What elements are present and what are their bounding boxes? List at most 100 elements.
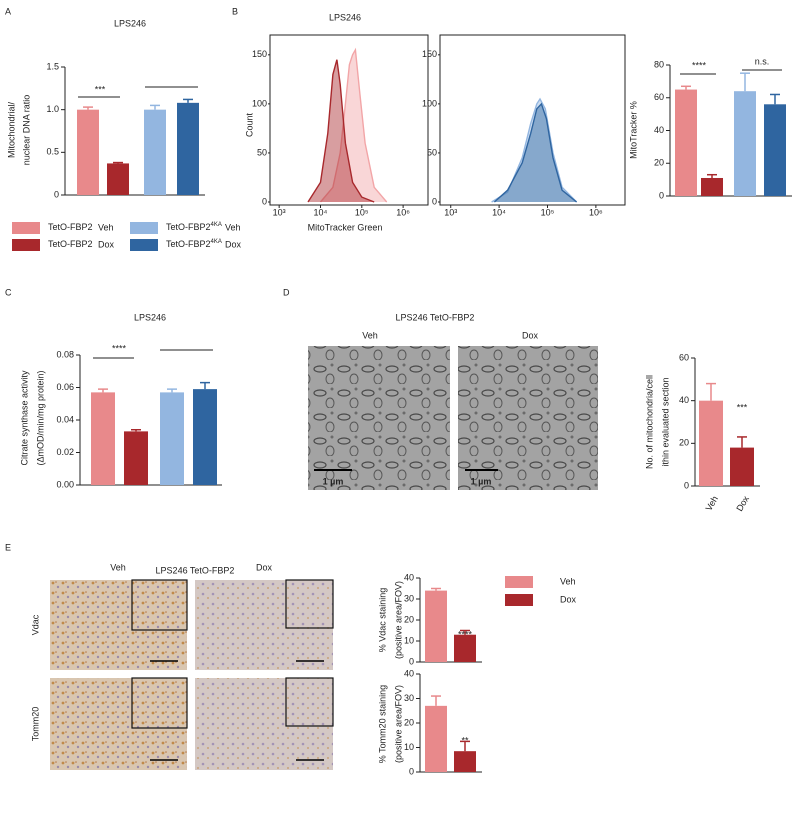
y-axis-label: % Tomm20 staining: [377, 685, 387, 763]
inset: [285, 677, 334, 727]
legend-label: Dox: [560, 594, 577, 604]
panel-letter: B: [232, 6, 238, 16]
x-tick-label: 10⁵: [541, 207, 555, 217]
bar: [177, 102, 199, 195]
x-axis-label: MitoTracker Green: [308, 222, 383, 232]
y-tick-label: 40: [404, 668, 414, 678]
legend-swatch: [130, 239, 158, 251]
y-tick-label: 20: [404, 717, 414, 727]
y-tick-label: 100: [422, 98, 437, 108]
legend-swatch: [130, 222, 158, 234]
panel-letter: E: [5, 542, 11, 552]
legend-label: TetO-FBP24KA: [166, 222, 222, 233]
y-tick-label: 60: [679, 352, 689, 362]
y-axis-label: Count: [244, 113, 254, 138]
bar: [701, 177, 723, 196]
y-tick-label: 150: [252, 49, 267, 59]
scale-label: 1 µm: [323, 476, 344, 486]
plot-frame: [439, 34, 626, 206]
panel-letter: C: [5, 287, 12, 297]
y-tick-label: 100: [252, 98, 267, 108]
x-tick-label: 10⁵: [355, 207, 369, 217]
legend-superscript: 4KA: [211, 222, 222, 228]
bar: [699, 400, 723, 486]
ihc-image: [195, 678, 333, 770]
y-axis-label: % Vdac staining: [377, 588, 387, 653]
y-tick-label: 0: [54, 189, 59, 199]
histogram-area: [491, 97, 578, 203]
x-tick-label: 10⁶: [396, 207, 410, 217]
significance: n.s.: [755, 56, 770, 66]
y-tick-label: 0: [409, 766, 414, 776]
legend-condition: Veh: [98, 222, 114, 232]
y-tick-label: 0.04: [56, 414, 74, 424]
bar: [77, 109, 99, 195]
significance: ***: [95, 84, 106, 94]
bar: [107, 163, 129, 195]
legend-name: TetO-FBP2: [48, 222, 93, 232]
legend-condition: Veh: [225, 222, 241, 232]
legend-superscript: 4KA: [211, 239, 222, 245]
legend-swatch: [12, 222, 40, 234]
y-tick-label: 30: [404, 693, 414, 703]
chart-title: LPS246: [329, 12, 361, 22]
y-tick-label: 10: [404, 635, 414, 645]
y-tick-label: 1.0: [46, 104, 59, 114]
y-tick-label: 40: [679, 395, 689, 405]
x-tick-label: 10⁴: [492, 207, 506, 217]
y-tick-label: 80: [654, 59, 664, 69]
bar: [425, 705, 447, 772]
histogram-area: [319, 47, 388, 203]
y-tick-label: 0.02: [56, 447, 74, 457]
legend-label: TetO-FBP24KA: [166, 239, 222, 250]
bar: [675, 89, 697, 196]
y-tick-label: 20: [679, 438, 689, 448]
row-label: Vdac: [30, 614, 40, 635]
legend-name: TetO-FBP2: [48, 239, 93, 249]
y-axis-label: (ΔmOD/min/mg protein): [35, 370, 45, 465]
x-tick-label: 10⁴: [314, 207, 328, 217]
y-tick-label: 0: [262, 196, 267, 206]
chart-title: LPS246: [134, 312, 166, 322]
significance: ****: [112, 343, 127, 353]
inset: [131, 677, 188, 729]
legend-label: Veh: [560, 576, 576, 586]
ihc-image: [50, 678, 187, 770]
bar: [124, 431, 148, 485]
ihc-image: [195, 580, 333, 670]
y-axis-label: ithin evaluated section: [660, 377, 670, 466]
micrograph: [458, 346, 598, 490]
y-tick-label: 1.5: [46, 61, 59, 71]
y-tick-label: 150: [422, 49, 437, 59]
y-tick-label: 0: [684, 480, 689, 490]
significance: ****: [692, 60, 707, 70]
y-axis-label: nuclear DNA ratio: [21, 95, 31, 166]
y-tick-label: 0.00: [56, 479, 74, 489]
panel-letter: D: [283, 287, 290, 297]
inset: [285, 579, 334, 629]
bar: [764, 104, 786, 196]
histogram-area: [493, 102, 578, 203]
bar: [193, 389, 217, 485]
y-axis-label: No. of mitochondria/cell: [644, 375, 654, 469]
column-label: Veh: [110, 562, 126, 572]
scale-label: 1 µm: [471, 476, 492, 486]
x-tick-label: Dox: [734, 494, 751, 513]
legend-swatch: [505, 594, 533, 606]
bar: [734, 91, 756, 196]
y-tick-label: 40: [404, 572, 414, 582]
row-label: Tomm20: [30, 707, 40, 742]
y-tick-label: 20: [404, 614, 414, 624]
y-axis-label: Mitochondrial/: [6, 101, 16, 158]
y-tick-label: 10: [404, 742, 414, 752]
micrograph: [308, 346, 450, 490]
significance: **: [461, 735, 469, 745]
x-tick-label: 10⁶: [589, 207, 603, 217]
bar: [454, 751, 476, 772]
column-label: Dox: [256, 562, 273, 572]
histogram-area: [307, 59, 375, 203]
x-tick-label: 10³: [444, 207, 457, 217]
y-tick-label: 60: [654, 92, 664, 102]
y-tick-label: 0.06: [56, 382, 74, 392]
image-label: Dox: [522, 330, 539, 340]
